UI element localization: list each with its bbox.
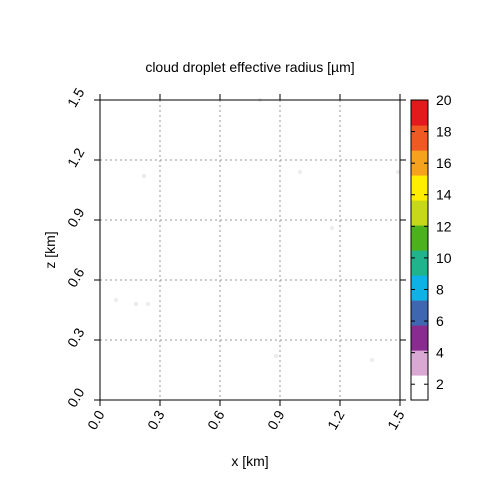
plot-frame	[99, 99, 401, 401]
x-tick-label: 0.3	[144, 407, 168, 432]
colorbar: 2 4 6 8 10 12 14 16 18 20	[410, 92, 452, 401]
colorbar-segment	[411, 300, 428, 326]
colorbar-tick-label: 2	[436, 376, 444, 392]
colorbar-segment	[411, 250, 428, 276]
colorbar-frame	[410, 99, 429, 401]
colorbar-tick-label: 4	[436, 345, 444, 361]
y-axis-label: z [km]	[42, 231, 58, 268]
data-point	[146, 302, 150, 306]
colorbar-segment	[411, 225, 428, 251]
data-point	[396, 170, 400, 174]
plot-area: 0.0 0.3 0.6 0.9 1.2 1.5 0.0 0.3 0.6 0.9 1.2 1.5	[64, 85, 408, 432]
colorbar-tick-label: 10	[436, 250, 452, 266]
colorbar-segment	[411, 150, 428, 176]
x-axis-label: x [km]	[231, 453, 268, 469]
x-tick-label: 0.9	[264, 407, 288, 432]
y-tick-label: 0.0	[64, 385, 88, 410]
y-tick-label: 0.3	[64, 325, 88, 350]
x-tick-label: 1.2	[324, 407, 348, 432]
data-point	[142, 174, 146, 178]
data-point	[134, 302, 138, 306]
colorbar-gradient	[411, 100, 428, 401]
grid-lines	[100, 100, 400, 400]
data-point	[274, 354, 278, 358]
y-tick-label: 1.5	[64, 85, 88, 110]
colorbar-ticks: 2 4 6 8 10 12 14 16 18 20	[411, 92, 452, 392]
x-tick-label: 0.0	[84, 407, 108, 432]
y-axis-ticks: 0.0 0.3 0.6 0.9 1.2 1.5	[64, 85, 406, 410]
y-tick-label: 1.2	[64, 145, 88, 170]
x-tick-label: 0.6	[204, 407, 228, 432]
colorbar-tick-label: 12	[436, 218, 452, 234]
data-point	[370, 358, 374, 362]
data-point	[330, 226, 334, 230]
y-tick-label: 0.9	[64, 205, 88, 230]
data-point	[298, 170, 302, 174]
chart-title: cloud droplet effective radius [µm]	[145, 59, 354, 75]
colorbar-tick-label: 8	[436, 281, 444, 297]
colorbar-segment	[411, 275, 428, 301]
colorbar-segment	[411, 350, 428, 376]
plot-background	[100, 100, 400, 400]
x-tick-label: 1.5	[384, 407, 408, 432]
data-points	[114, 98, 400, 362]
colorbar-segment	[411, 125, 428, 151]
colorbar-tick-label: 18	[436, 124, 452, 140]
colorbar-segment	[411, 175, 428, 201]
colorbar-tick-label: 16	[436, 155, 452, 171]
colorbar-tick-label: 20	[436, 92, 452, 108]
colorbar-segment	[411, 200, 428, 226]
y-tick-label: 0.6	[64, 265, 88, 290]
colorbar-segment	[411, 325, 428, 351]
colorbar-segment	[411, 100, 428, 126]
colorbar-tick-label: 14	[436, 187, 452, 203]
data-point	[114, 298, 118, 302]
colorbar-segment	[411, 375, 428, 401]
colorbar-tick-label: 6	[436, 313, 444, 329]
